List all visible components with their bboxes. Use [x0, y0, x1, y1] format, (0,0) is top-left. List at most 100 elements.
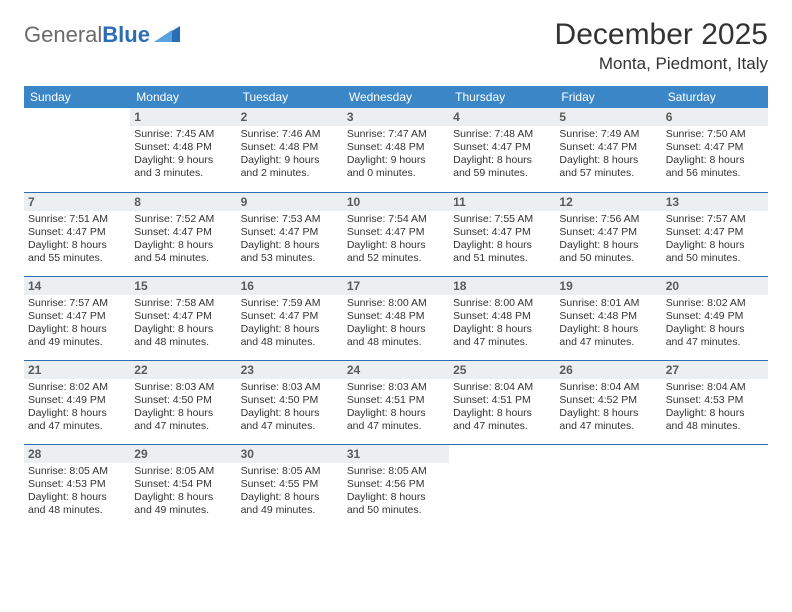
calendar-cell: 26 Sunrise: 8:04 AMSunset: 4:52 PMDayligh… — [555, 360, 661, 444]
day-info: Sunrise: 8:03 AMSunset: 4:51 PMDaylight:… — [347, 381, 445, 434]
calendar-cell: 10Sunrise: 7:54 AMSunset: 4:47 PMDayligh… — [343, 192, 449, 276]
calendar-cell: 11 Sunrise: 7:55 AMSunset: 4:47 PMDayligh… — [449, 192, 555, 276]
calendar-row: 1Sunrise: 7:45 AMSunset: 4:48 PMDaylight… — [24, 108, 768, 192]
calendar-cell: 23Sunrise: 8:03 AMSunset: 4:50 PMDayligh… — [237, 360, 343, 444]
weekday-header: Thursday — [449, 86, 555, 108]
weekday-row: SundayMondayTuesdayWednesdayThursdayFrid… — [24, 86, 768, 108]
day-number: 29 — [130, 445, 236, 463]
calendar-cell: 13 Sunrise: 7:57 AMSunset: 4:47 PMDayligh… — [662, 192, 768, 276]
calendar-cell — [24, 108, 130, 192]
calendar-cell: 20 Sunrise: 8:02 AMSunset: 4:49 PMDayligh… — [662, 276, 768, 360]
weekday-header: Saturday — [662, 86, 768, 108]
day-info: Sunrise: 7:55 AMSunset: 4:47 PMDaylight:… — [453, 213, 551, 266]
day-number: 20 — [662, 277, 768, 295]
day-number: 9 — [237, 193, 343, 211]
weekday-header: Sunday — [24, 86, 130, 108]
calendar-cell: 31 Sunrise: 8:05 AMSunset: 4:56 PMDayligh… — [343, 444, 449, 528]
calendar-row: 14 Sunrise: 7:57 AMSunset: 4:47 PMDayligh… — [24, 276, 768, 360]
day-number: 24 — [343, 361, 449, 379]
day-number: 19 — [555, 277, 661, 295]
calendar-cell: 12Sunrise: 7:56 AMSunset: 4:47 PMDayligh… — [555, 192, 661, 276]
day-number: 3 — [343, 108, 449, 126]
calendar-cell: 8Sunrise: 7:52 AMSunset: 4:47 PMDaylight… — [130, 192, 236, 276]
brand-part2: Blue — [102, 22, 150, 47]
calendar-cell: 27 Sunrise: 8:04 AMSunset: 4:53 PMDayligh… — [662, 360, 768, 444]
calendar-cell — [555, 444, 661, 528]
day-number: 26 — [555, 361, 661, 379]
day-info: Sunrise: 7:46 AMSunset: 4:48 PMDaylight:… — [241, 128, 339, 181]
day-number: 18 — [449, 277, 555, 295]
day-info: Sunrise: 7:59 AMSunset: 4:47 PMDaylight:… — [241, 297, 339, 350]
day-info: Sunrise: 8:05 AMSunset: 4:54 PMDaylight:… — [134, 465, 232, 518]
brand-logo: GeneralBlue — [24, 18, 180, 48]
calendar-cell: 29 Sunrise: 8:05 AMSunset: 4:54 PMDayligh… — [130, 444, 236, 528]
day-info: Sunrise: 7:47 AMSunset: 4:48 PMDaylight:… — [347, 128, 445, 181]
day-number: 11 — [449, 193, 555, 211]
calendar-cell: 15 Sunrise: 7:58 AMSunset: 4:47 PMDayligh… — [130, 276, 236, 360]
calendar-row: 21Sunrise: 8:02 AMSunset: 4:49 PMDayligh… — [24, 360, 768, 444]
page-header: GeneralBlue December 2025 Monta, Piedmon… — [24, 18, 768, 74]
day-info: Sunrise: 8:04 AMSunset: 4:51 PMDaylight:… — [453, 381, 551, 434]
day-info: Sunrise: 7:53 AMSunset: 4:47 PMDaylight:… — [241, 213, 339, 266]
calendar-cell: 14 Sunrise: 7:57 AMSunset: 4:47 PMDayligh… — [24, 276, 130, 360]
day-number: 8 — [130, 193, 236, 211]
day-number: 13 — [662, 193, 768, 211]
day-info: Sunrise: 8:05 AMSunset: 4:53 PMDaylight:… — [28, 465, 126, 518]
day-number: 31 — [343, 445, 449, 463]
calendar-cell: 7Sunrise: 7:51 AMSunset: 4:47 PMDaylight… — [24, 192, 130, 276]
day-number: 22 — [130, 361, 236, 379]
weekday-header: Monday — [130, 86, 236, 108]
calendar-cell: 18 Sunrise: 8:00 AMSunset: 4:48 PMDayligh… — [449, 276, 555, 360]
calendar-table: SundayMondayTuesdayWednesdayThursdayFrid… — [24, 86, 768, 528]
calendar-cell — [449, 444, 555, 528]
day-info: Sunrise: 8:03 AMSunset: 4:50 PMDaylight:… — [134, 381, 232, 434]
calendar-body: 1Sunrise: 7:45 AMSunset: 4:48 PMDaylight… — [24, 108, 768, 528]
calendar-cell: 21Sunrise: 8:02 AMSunset: 4:49 PMDayligh… — [24, 360, 130, 444]
day-info: Sunrise: 8:00 AMSunset: 4:48 PMDaylight:… — [453, 297, 551, 350]
day-number: 14 — [24, 277, 130, 295]
day-number: 23 — [237, 361, 343, 379]
day-info: Sunrise: 8:05 AMSunset: 4:56 PMDaylight:… — [347, 465, 445, 518]
calendar-cell: 1Sunrise: 7:45 AMSunset: 4:48 PMDaylight… — [130, 108, 236, 192]
calendar-cell: 4Sunrise: 7:48 AMSunset: 4:47 PMDaylight… — [449, 108, 555, 192]
calendar-cell — [662, 444, 768, 528]
day-number: 10 — [343, 193, 449, 211]
day-info: Sunrise: 8:02 AMSunset: 4:49 PMDaylight:… — [666, 297, 764, 350]
day-info: Sunrise: 7:50 AMSunset: 4:47 PMDaylight:… — [666, 128, 764, 181]
day-number: 4 — [449, 108, 555, 126]
title-block: December 2025 Monta, Piedmont, Italy — [555, 18, 768, 74]
day-info: Sunrise: 7:58 AMSunset: 4:47 PMDaylight:… — [134, 297, 232, 350]
calendar-cell: 22 Sunrise: 8:03 AMSunset: 4:50 PMDayligh… — [130, 360, 236, 444]
day-info: Sunrise: 8:01 AMSunset: 4:48 PMDaylight:… — [559, 297, 657, 350]
calendar-cell: 25Sunrise: 8:04 AMSunset: 4:51 PMDayligh… — [449, 360, 555, 444]
day-info: Sunrise: 8:05 AMSunset: 4:55 PMDaylight:… — [241, 465, 339, 518]
day-info: Sunrise: 7:57 AMSunset: 4:47 PMDaylight:… — [28, 297, 126, 350]
brand-part1: General — [24, 22, 102, 47]
day-number: 15 — [130, 277, 236, 295]
calendar-cell: 5 Sunrise: 7:49 AMSunset: 4:47 PMDaylight… — [555, 108, 661, 192]
day-number: 28 — [24, 445, 130, 463]
day-number: 12 — [555, 193, 661, 211]
calendar-cell: 24 Sunrise: 8:03 AMSunset: 4:51 PMDayligh… — [343, 360, 449, 444]
location-text: Monta, Piedmont, Italy — [555, 54, 768, 74]
day-info: Sunrise: 8:04 AMSunset: 4:53 PMDaylight:… — [666, 381, 764, 434]
day-number: 6 — [662, 108, 768, 126]
day-info: Sunrise: 7:49 AMSunset: 4:47 PMDaylight:… — [559, 128, 657, 181]
day-number: 16 — [237, 277, 343, 295]
day-info: Sunrise: 8:04 AMSunset: 4:52 PMDaylight:… — [559, 381, 657, 434]
day-number: 27 — [662, 361, 768, 379]
calendar-cell: 6 Sunrise: 7:50 AMSunset: 4:47 PMDaylight… — [662, 108, 768, 192]
day-number: 2 — [237, 108, 343, 126]
calendar-row: 28 Sunrise: 8:05 AMSunset: 4:53 PMDayligh… — [24, 444, 768, 528]
brand-text: GeneralBlue — [24, 22, 150, 48]
day-info: Sunrise: 7:57 AMSunset: 4:47 PMDaylight:… — [666, 213, 764, 266]
brand-triangle-icon — [154, 24, 180, 47]
calendar-cell: 16 Sunrise: 7:59 AMSunset: 4:47 PMDayligh… — [237, 276, 343, 360]
calendar-row: 7Sunrise: 7:51 AMSunset: 4:47 PMDaylight… — [24, 192, 768, 276]
weekday-header: Tuesday — [237, 86, 343, 108]
calendar-page: GeneralBlue December 2025 Monta, Piedmon… — [0, 0, 792, 546]
day-number: 1 — [130, 108, 236, 126]
calendar-cell: 3 Sunrise: 7:47 AMSunset: 4:48 PMDaylight… — [343, 108, 449, 192]
day-number: 5 — [555, 108, 661, 126]
weekday-header: Wednesday — [343, 86, 449, 108]
